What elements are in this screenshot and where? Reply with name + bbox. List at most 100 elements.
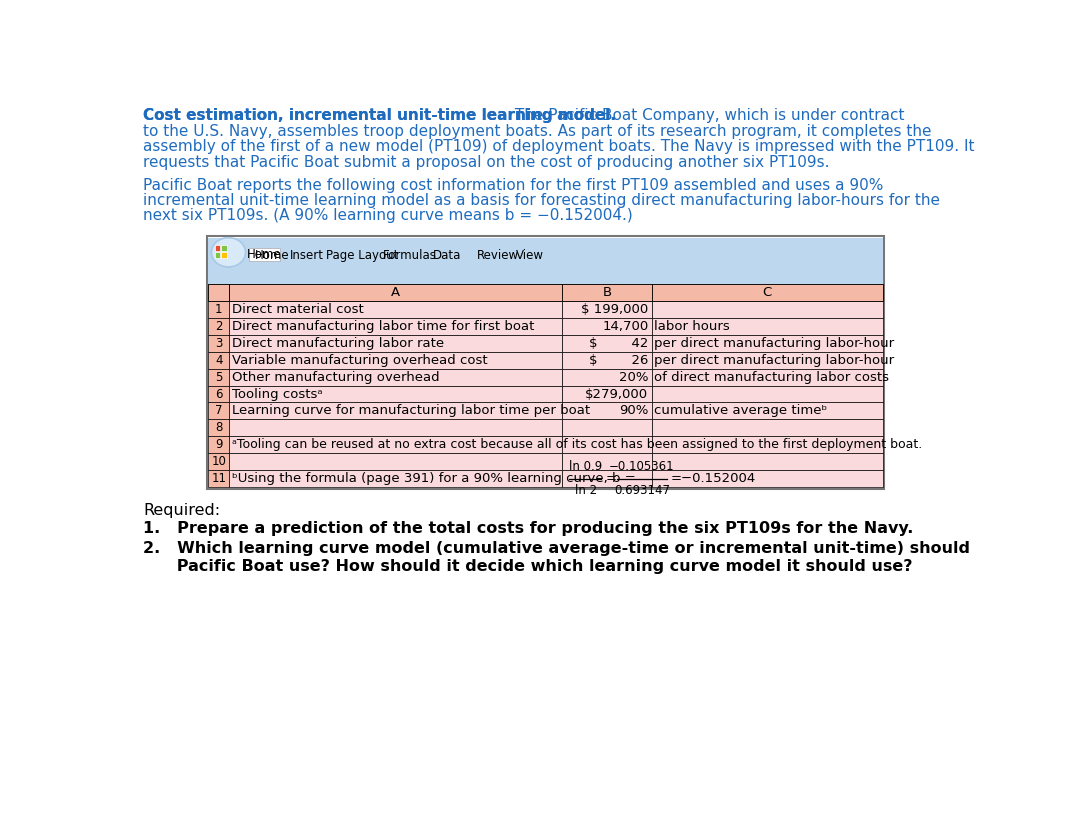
Bar [229, 470, 562, 487]
Text: =−0.152004: =−0.152004 [671, 472, 756, 485]
Text: cumulative average timeᵇ: cumulative average timeᵇ [654, 404, 828, 417]
Text: Home: Home [255, 250, 290, 263]
Text: 6: 6 [215, 388, 223, 401]
Bar [229, 318, 562, 335]
Text: labor hours: labor hours [654, 320, 730, 333]
Bar [652, 437, 883, 454]
Bar [229, 402, 562, 420]
Text: 2: 2 [215, 320, 223, 333]
Text: Required:: Required: [143, 502, 220, 518]
Bar [229, 368, 562, 385]
Text: =: = [606, 472, 617, 485]
Bar [229, 420, 562, 437]
Text: ᵇUsing the formula (page 391) for a 90% learning curve, b =: ᵇUsing the formula (page 391) for a 90% … [232, 472, 636, 485]
Text: 1: 1 [215, 302, 223, 315]
Ellipse shape [211, 237, 246, 267]
Bar [207, 236, 884, 489]
Text: 4: 4 [215, 354, 223, 367]
Bar [652, 368, 883, 385]
Text: Direct material cost: Direct material cost [232, 302, 364, 315]
Bar [562, 284, 652, 301]
Bar [652, 335, 883, 352]
Bar [562, 454, 652, 470]
Text: 2.   Which learning curve model (cumulative average-time or incremental unit-tim: 2. Which learning curve model (cumulativ… [143, 541, 970, 556]
Bar [229, 454, 562, 470]
Text: 7: 7 [215, 404, 223, 417]
Text: $        26: $ 26 [589, 354, 649, 367]
Text: 20%: 20% [619, 371, 649, 384]
Text: Pacific Boat reports the following cost information for the first PT109 assemble: Pacific Boat reports the following cost … [143, 177, 884, 193]
Text: $279,000: $279,000 [586, 388, 649, 401]
Bar [652, 454, 883, 470]
Bar [209, 318, 229, 335]
Text: $        42: $ 42 [589, 337, 649, 350]
Bar [229, 352, 562, 368]
Text: Formulas: Formulas [382, 250, 437, 263]
Bar [209, 284, 229, 301]
Text: 5: 5 [215, 371, 223, 384]
Text: 0.693147: 0.693147 [613, 484, 670, 497]
Bar [209, 335, 229, 352]
Text: to the U.S. Navy, assembles troop deployment boats. As part of its research prog: to the U.S. Navy, assembles troop deploy… [143, 124, 932, 139]
Bar [652, 385, 883, 402]
Text: Tooling costsᵃ: Tooling costsᵃ [232, 388, 323, 401]
Bar [562, 437, 652, 454]
Text: View: View [515, 250, 544, 263]
Bar [652, 402, 883, 420]
Bar [209, 301, 229, 318]
Text: per direct manufacturing labor-hour: per direct manufacturing labor-hour [654, 337, 894, 350]
Text: Cost estimation, incremental unit-time learning model.: Cost estimation, incremental unit-time l… [143, 108, 617, 124]
Bar [209, 402, 229, 420]
Text: incremental unit-time learning model as a basis for forecasting direct manufactu: incremental unit-time learning model as … [143, 193, 940, 208]
Bar [562, 385, 652, 402]
Text: Direct manufacturing labor rate: Direct manufacturing labor rate [232, 337, 444, 350]
Text: Home: Home [247, 248, 281, 261]
Bar [562, 470, 652, 487]
Bar [209, 385, 229, 402]
Bar [229, 301, 562, 318]
Text: Insert: Insert [290, 250, 324, 263]
Text: Variable manufacturing overhead cost: Variable manufacturing overhead cost [232, 354, 488, 367]
Bar [209, 368, 229, 385]
Text: Review: Review [477, 250, 520, 263]
Bar [209, 470, 229, 487]
Bar [652, 301, 883, 318]
Text: Direct manufacturing labor time for first boat: Direct manufacturing labor time for firs… [232, 320, 535, 333]
Bar [652, 318, 883, 335]
Bar [229, 335, 562, 352]
Bar [209, 284, 883, 301]
Text: next six PT109s. (A 90% learning curve means b = −0.152004.): next six PT109s. (A 90% learning curve m… [143, 208, 633, 224]
Text: Learning curve for manufacturing labor time per boat: Learning curve for manufacturing labor t… [232, 404, 590, 417]
Bar [209, 454, 229, 470]
Text: A: A [391, 286, 400, 299]
Text: ln 2: ln 2 [575, 484, 596, 497]
Text: The Pacific Boat Company, which is under contract: The Pacific Boat Company, which is under… [510, 108, 904, 124]
Text: 1.   Prepare a prediction of the total costs for producing the six PT109s for th: 1. Prepare a prediction of the total cos… [143, 521, 914, 536]
Text: 10: 10 [211, 455, 226, 468]
Bar [209, 352, 229, 368]
Text: Pacific Boat use? How should it decide which learning curve model it should use?: Pacific Boat use? How should it decide w… [143, 559, 913, 574]
Bar [562, 368, 652, 385]
Text: ln 0.9: ln 0.9 [569, 460, 603, 473]
Text: Data: Data [433, 250, 461, 263]
Bar [229, 284, 562, 301]
Text: $ 199,000: $ 199,000 [581, 302, 649, 315]
Text: assembly of the first of a new model (PT109) of deployment boats. The Navy is im: assembly of the first of a new model (PT… [143, 139, 974, 154]
Bar [562, 318, 652, 335]
Text: Other manufacturing overhead: Other manufacturing overhead [232, 371, 440, 384]
Text: Cost estimation, incremental unit-time learning model.: Cost estimation, incremental unit-time l… [143, 108, 617, 124]
Bar [209, 420, 229, 437]
Bar [248, 249, 280, 261]
Text: C: C [763, 286, 772, 299]
Bar [209, 437, 229, 454]
Bar [222, 246, 227, 251]
Bar [229, 385, 562, 402]
Bar [652, 284, 883, 301]
Text: Page Layout: Page Layout [326, 250, 398, 263]
Text: requests that Pacific Boat submit a proposal on the cost of producing another si: requests that Pacific Boat submit a prop… [143, 154, 830, 170]
Bar [562, 335, 652, 352]
Bar [222, 252, 227, 258]
Text: 9: 9 [215, 438, 223, 451]
Text: −0.105361: −0.105361 [609, 460, 675, 473]
Text: 90%: 90% [619, 404, 649, 417]
